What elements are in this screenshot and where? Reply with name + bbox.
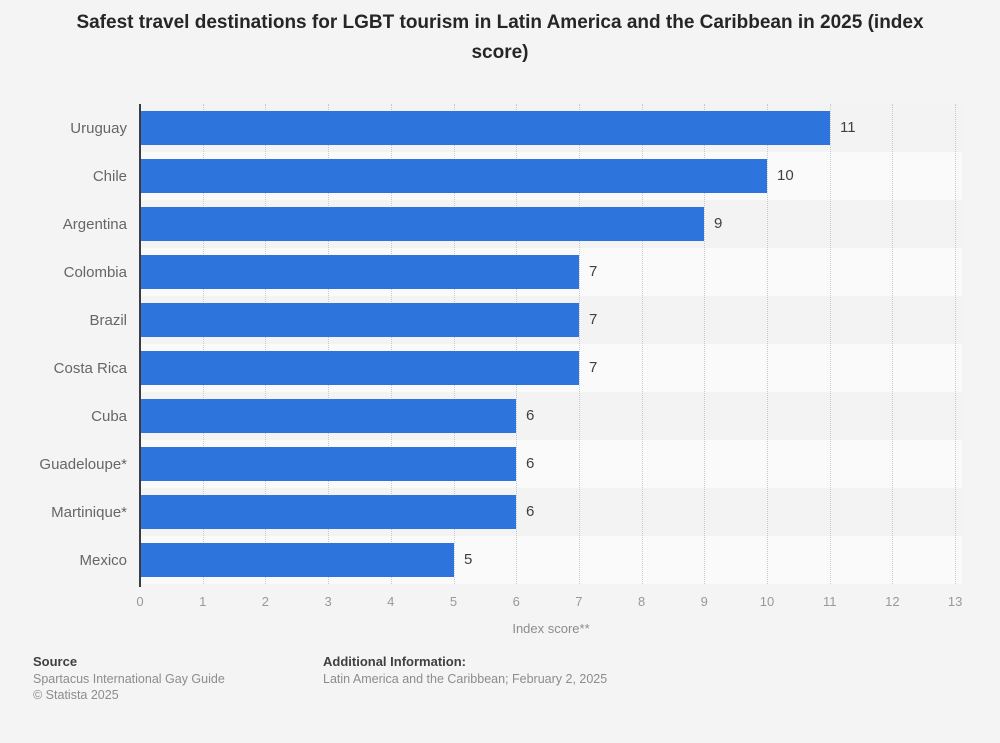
category-label: Chile (92, 167, 127, 185)
bar-value-label: 6 (526, 455, 535, 472)
grid-line (516, 104, 518, 584)
y-axis-line (139, 104, 141, 587)
bar-mexico (140, 543, 454, 577)
grid-line (578, 104, 580, 584)
page-title: Safest travel destinations for LGBT tour… (0, 8, 1000, 68)
grid-line (955, 104, 957, 584)
category-label: Cuba (91, 407, 127, 425)
x-tick-label: 7 (575, 594, 583, 609)
bar-colombia (140, 255, 579, 289)
x-tick-label: 8 (637, 594, 646, 609)
category-label: Argentina (62, 215, 127, 233)
copyright-text: © Statista 2025 (33, 688, 119, 702)
bar-chile (140, 159, 767, 193)
category-label: Brazil (89, 311, 127, 329)
additional-info-block: Additional Information: Latin America an… (323, 654, 607, 687)
category-label: Uruguay (70, 119, 127, 137)
x-tick-label: 5 (449, 594, 458, 609)
x-tick-label: 12 (885, 594, 900, 609)
additional-info-label: Additional Information: (323, 654, 466, 669)
x-tick-label: 4 (387, 594, 395, 609)
category-label: Colombia (63, 263, 127, 281)
x-tick-label: 10 (759, 594, 775, 609)
plot-area: 11 10 9 7 7 7 6 6 6 5 (140, 104, 962, 584)
bar-value-label: 11 (840, 119, 856, 136)
bar-argentina (140, 207, 704, 241)
grid-line (767, 104, 768, 584)
x-tick-label: 11 (822, 594, 837, 609)
bar-cuba (140, 399, 516, 433)
bar-guadeloupe (140, 447, 516, 481)
category-label: Costa Rica (53, 359, 127, 377)
x-tick-label: 9 (700, 594, 708, 609)
category-label: Guadeloupe* (39, 455, 127, 473)
grid-line (704, 104, 706, 584)
x-tick-label: 0 (136, 594, 144, 609)
bar-value-label: 6 (526, 503, 535, 520)
x-tick-label: 13 (947, 594, 963, 609)
x-axis-ticks: 0 1 2 3 4 5 6 7 8 9 10 11 12 13 (0, 594, 1000, 610)
category-label: Martinique* (51, 503, 127, 521)
grid-line (265, 104, 267, 584)
grid-line (453, 104, 455, 584)
x-tick-label: 3 (324, 594, 332, 609)
bar-value-label: 7 (589, 263, 598, 280)
grid-line (202, 104, 204, 584)
bar-uruguay (140, 111, 830, 145)
bar-value-label: 10 (777, 167, 794, 184)
grid-line (641, 104, 643, 584)
source-block: Source Spartacus International Gay Guide… (33, 654, 225, 704)
x-tick-label: 2 (261, 594, 269, 609)
source-label: Source (33, 654, 78, 669)
source-value: Spartacus International Gay Guide (33, 671, 225, 686)
bar-costa-rica (140, 351, 579, 385)
category-label: Mexico (79, 551, 127, 569)
bar-value-label: 9 (714, 215, 723, 232)
x-tick-label: 1 (199, 594, 207, 609)
additional-info-value: Latin America and the Caribbean; Februar… (323, 671, 608, 686)
x-tick-label: 6 (512, 594, 520, 609)
bar-value-label: 7 (589, 359, 598, 376)
chart-title-text: Safest travel destinations for LGBT tour… (76, 12, 924, 63)
grid-line (892, 104, 894, 584)
grid-line (829, 104, 831, 584)
bar-value-label: 5 (464, 551, 473, 568)
bar-value-label: 6 (526, 407, 535, 424)
bar-martinique (140, 495, 516, 529)
grid-line (390, 104, 392, 584)
y-axis-labels: Uruguay Chile Argentina Colombia Brazil Costa… (0, 104, 127, 584)
x-axis-title: Index score** (512, 621, 590, 636)
bar-brazil (140, 303, 579, 337)
grid-line (328, 104, 330, 584)
bar-value-label: 7 (589, 311, 598, 328)
